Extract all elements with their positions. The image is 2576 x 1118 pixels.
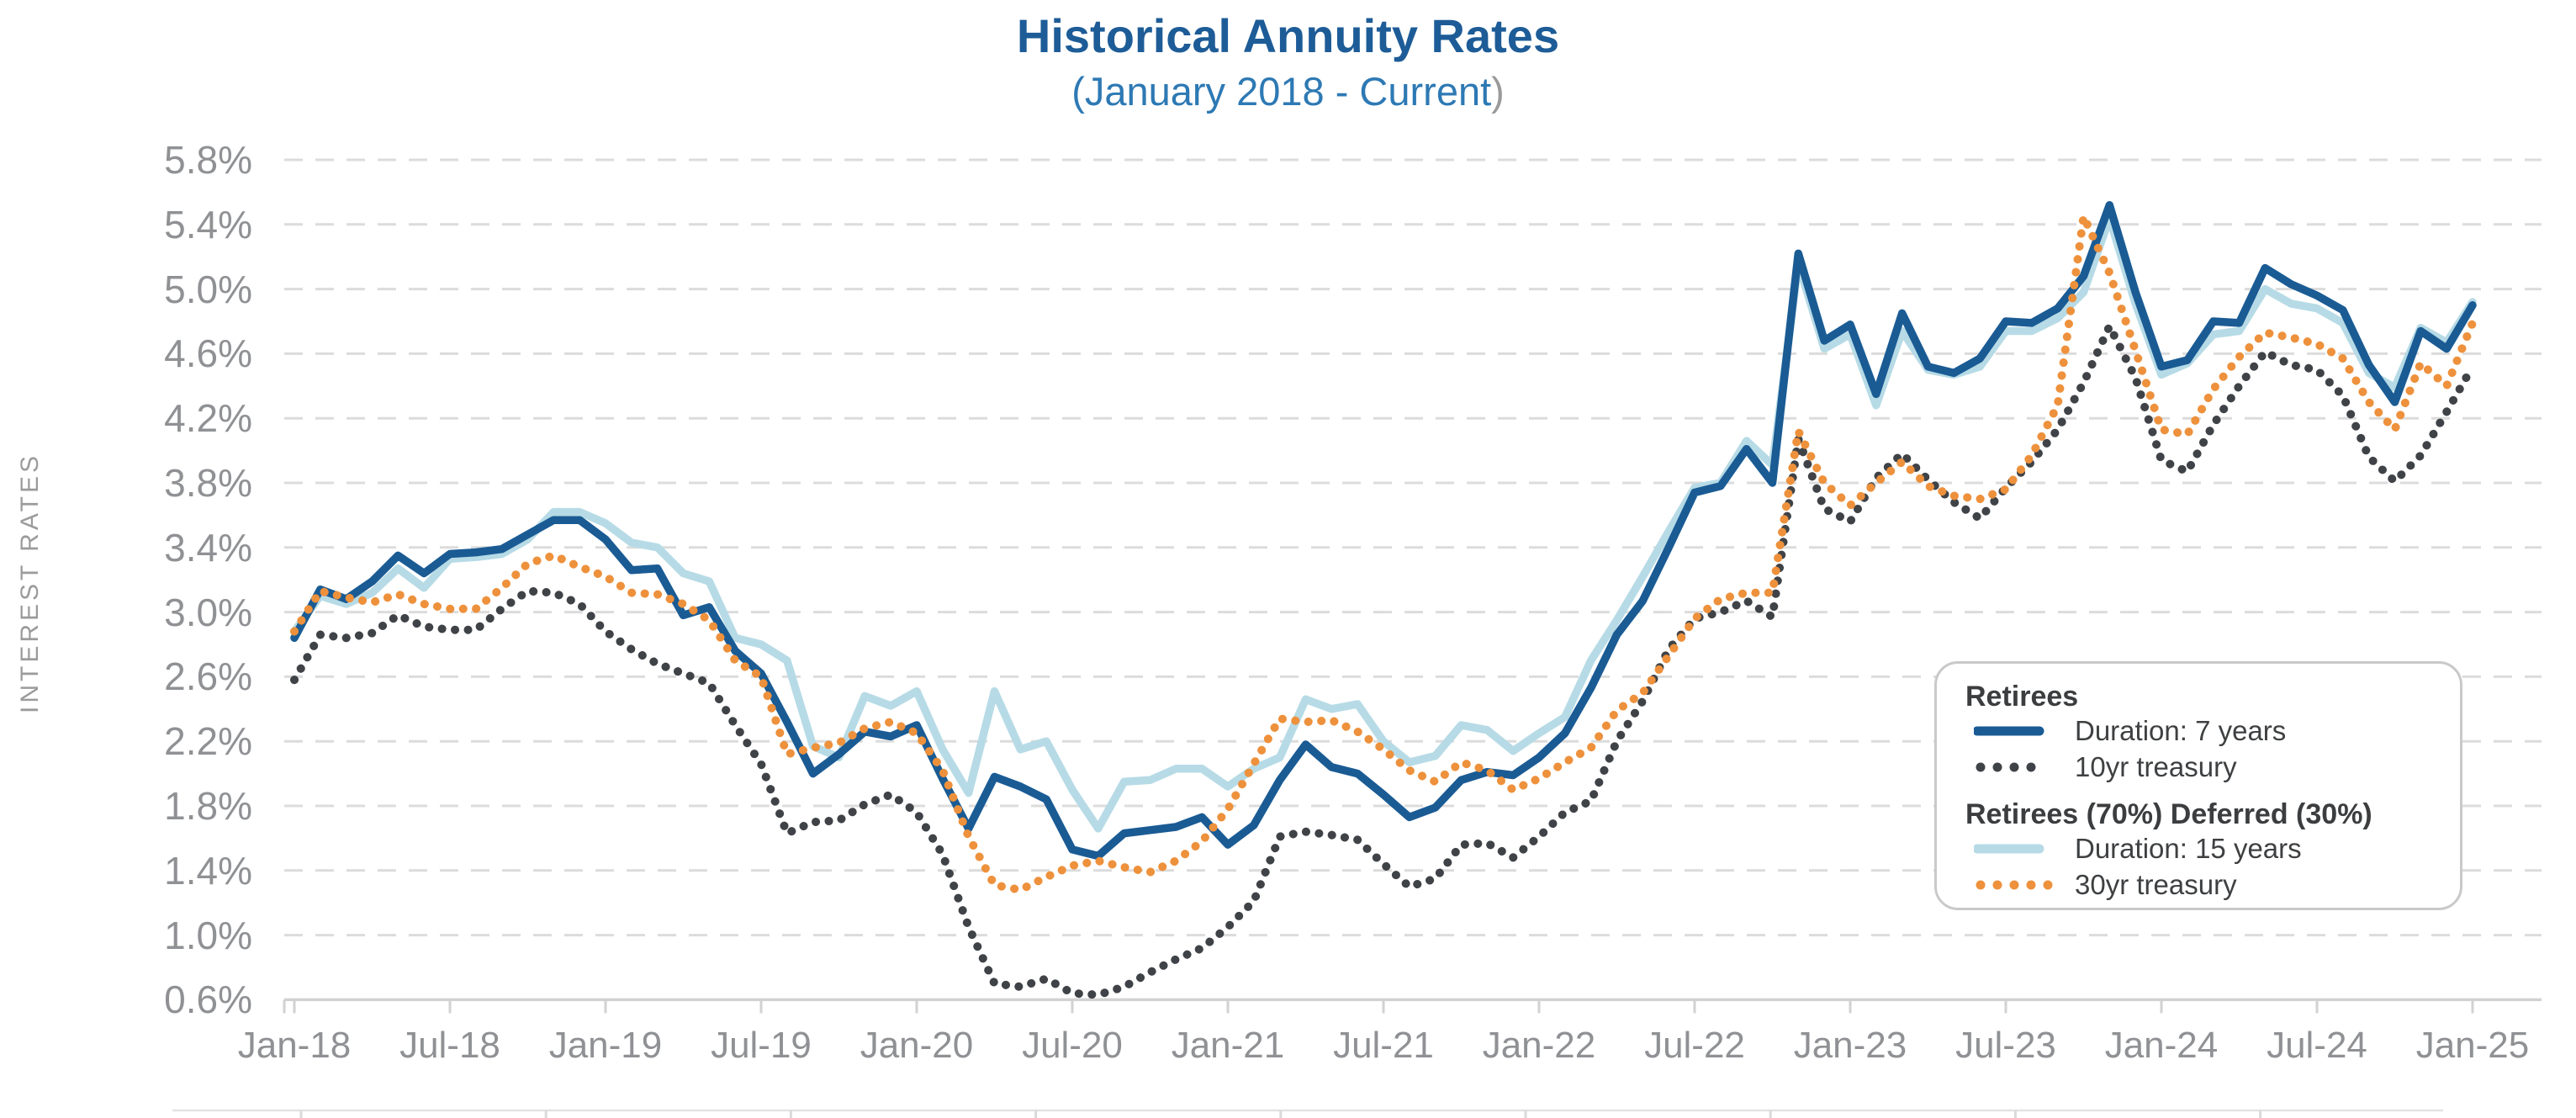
legend-swatch-dot <box>2009 762 2019 771</box>
legend-swatch-dot <box>2009 880 2019 889</box>
y-axis-tick-label: 0.6% <box>164 978 252 1022</box>
dotted-line-swatch-orange <box>1976 880 2053 889</box>
legend-group-deferred-heading: Retirees (70%) Deferred (30%) <box>1965 798 2372 830</box>
x-axis-tick-label: Jan-24 <box>2104 1025 2219 1066</box>
legend-item-30yr-treasury: 30yr treasury <box>1965 866 2452 903</box>
x-axis-tick-label: Jul-21 <box>1333 1025 1434 1066</box>
legend-item-10yr-treasury: 10yr treasury <box>1965 749 2452 785</box>
solid-line-swatch-dark-blue <box>1974 726 2044 735</box>
chart-subtitle: (January 2018 - Current) <box>0 68 2576 114</box>
subtitle-paren: ) <box>1491 69 1505 114</box>
x-axis-tick-label: Jan-21 <box>1171 1025 1285 1066</box>
chart-legend: Retirees Duration: 7 years 10yr treasury… <box>1934 661 2462 910</box>
y-axis-tick-label: 2.2% <box>164 719 252 764</box>
x-axis-tick-label: Jul-19 <box>711 1025 812 1066</box>
y-axis-tick-label: 1.4% <box>164 848 252 893</box>
legend-swatch-dot <box>2026 762 2036 771</box>
y-axis-tick-label: 4.2% <box>164 396 252 441</box>
series-line-treasury30 <box>290 212 2477 894</box>
solid-line-swatch-light-blue <box>1974 844 2044 853</box>
y-axis-tick-label: 3.4% <box>164 525 252 570</box>
legend-item-label: 30yr treasury <box>2075 868 2237 900</box>
x-axis-tick-label: Jan-22 <box>1482 1025 1596 1066</box>
x-axis-tick-label: Jul-18 <box>399 1025 500 1066</box>
subtitle-text: (January 2018 - Current <box>1071 69 1492 114</box>
legend-swatch-dot <box>2043 880 2053 889</box>
page-title: Historical Annuity Rates <box>1016 9 1560 62</box>
y-axis-tick-label: 1.0% <box>164 913 252 957</box>
legend-swatch-dot <box>1976 880 1986 889</box>
legend-item-duration-15: Duration: 15 years <box>1965 830 2452 866</box>
y-axis-tick-label: 1.8% <box>164 784 252 828</box>
y-axis-tick-label: 3.8% <box>164 461 252 505</box>
x-axis-tick-label: Jul-24 <box>2267 1025 2367 1066</box>
x-axis-tick-label: Jan-25 <box>2415 1025 2530 1066</box>
series-line-duration7 <box>290 201 2477 861</box>
y-axis-tick-label: 5.0% <box>164 267 252 311</box>
x-axis-tick-label: Jul-22 <box>1644 1025 1745 1066</box>
y-axis-tick-label: 5.4% <box>164 202 252 246</box>
legend-swatch-dot <box>2026 880 2036 889</box>
y-axis-tick-label: 2.6% <box>164 654 252 699</box>
legend-item-label: Duration: 7 years <box>2075 714 2287 746</box>
legend-swatch-dot <box>1992 880 2002 889</box>
series-line-treasury10 <box>290 321 2477 999</box>
legend-item-label: Duration: 15 years <box>2075 832 2302 864</box>
legend-group-retirees-heading: Retirees <box>1965 681 2079 713</box>
chart-header: Historical Annuity Rates (January 2018 -… <box>0 8 2576 114</box>
legend-item-duration-7: Duration: 7 years <box>1965 713 2452 749</box>
legend-swatch-dot <box>1976 762 1986 771</box>
x-axis-tick-label: Jul-20 <box>1022 1025 1123 1066</box>
legend-item-label: 10yr treasury <box>2075 750 2237 782</box>
y-axis-tick-label: 5.8% <box>164 138 252 182</box>
x-axis-tick-label: Jan-19 <box>548 1025 663 1066</box>
x-axis-tick-label: Jan-20 <box>860 1025 974 1066</box>
legend-swatch-dot <box>1992 762 2002 771</box>
y-axis-tick-label: 4.6% <box>164 331 252 376</box>
x-axis-tick-label: Jan-18 <box>237 1025 352 1066</box>
dotted-line-swatch-black <box>1976 762 2036 771</box>
x-axis-tick-label: Jan-23 <box>1793 1025 1907 1066</box>
x-axis-tick-label: Jul-23 <box>1955 1025 2056 1066</box>
y-axis-tick-label: 3.0% <box>164 590 252 634</box>
